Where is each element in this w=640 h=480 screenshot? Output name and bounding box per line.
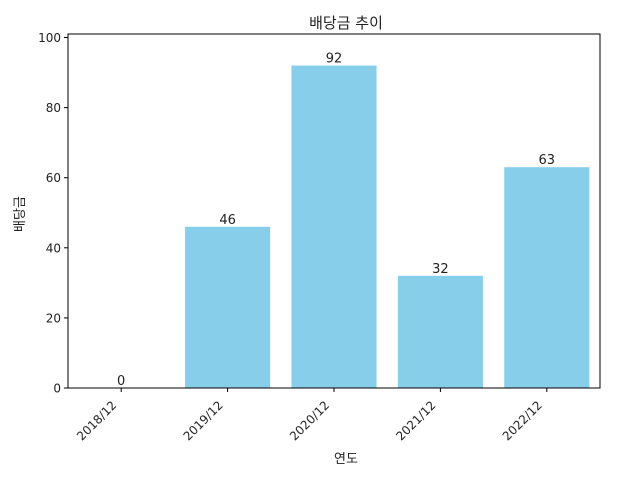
bar-value-label: 92 xyxy=(326,52,343,67)
bar-value-label: 0 xyxy=(117,374,125,389)
bar-value-label: 32 xyxy=(432,262,449,277)
y-tick-label: 60 xyxy=(46,171,61,185)
plot-area: 0 46 92 32 63 0 20 40 60 80 100 2018/12 2019/12 202… xyxy=(38,31,601,443)
x-axis-label: 연도 xyxy=(334,452,358,467)
bars-group xyxy=(185,65,590,388)
x-tick-label: 2021/12 xyxy=(393,398,438,443)
bar-2021-12 xyxy=(397,275,483,388)
y-axis-label: 배당금 xyxy=(13,196,28,232)
y-tick-label: 0 xyxy=(53,382,61,396)
y-tick-label: 20 xyxy=(46,311,61,325)
bar-2022-12 xyxy=(504,167,590,388)
x-axis: 2018/12 2019/12 2020/12 2021/12 2022/12 xyxy=(74,388,548,443)
bar-value-label: 46 xyxy=(219,213,236,228)
y-tick-label: 80 xyxy=(46,101,61,115)
bar-value-label: 63 xyxy=(539,153,556,168)
x-tick-label: 2020/12 xyxy=(287,398,332,443)
x-tick-label: 2018/12 xyxy=(74,398,119,443)
chart-title: 배당금 추이 xyxy=(309,14,383,32)
y-tick-label: 40 xyxy=(46,241,61,255)
x-tick-label: 2019/12 xyxy=(181,398,226,443)
value-labels-group: 0 46 92 32 63 xyxy=(117,52,555,389)
y-tick-label: 100 xyxy=(38,31,61,45)
x-tick-label: 2022/12 xyxy=(500,398,545,443)
bar-2020-12 xyxy=(291,65,377,388)
y-axis: 0 20 40 60 80 100 xyxy=(38,31,68,396)
bar-2019-12 xyxy=(185,226,271,388)
